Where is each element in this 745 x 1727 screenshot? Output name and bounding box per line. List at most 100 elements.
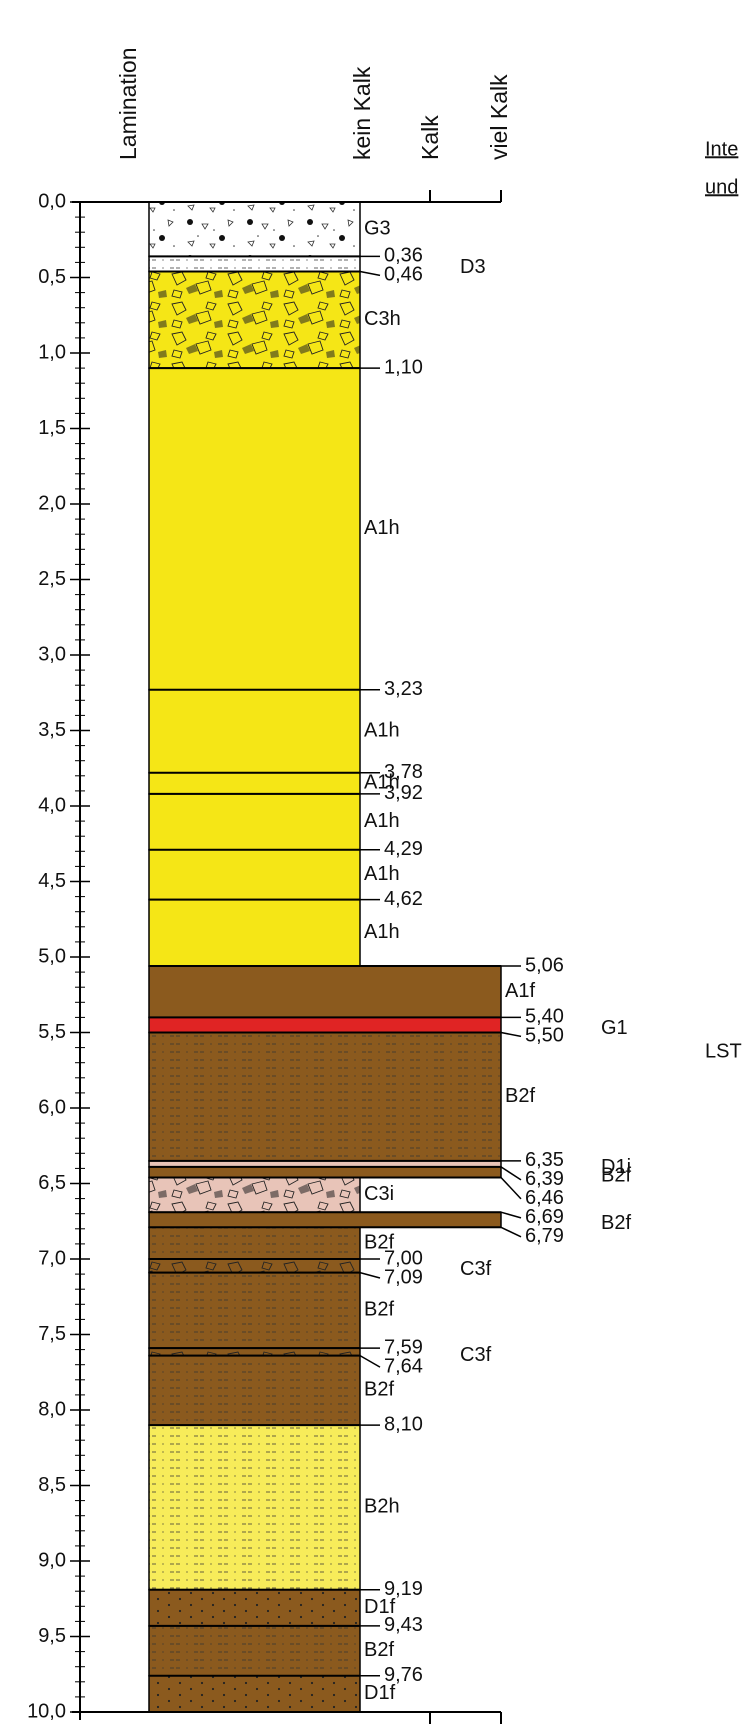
- layer-code: B2f: [601, 1164, 631, 1186]
- layer-code: D1f: [364, 1596, 396, 1618]
- layer-pattern: [149, 1675, 360, 1712]
- axes: Lamination kein Kalk Kalk viel Kalk 0,360,46…: [27, 47, 742, 1724]
- boundary-leader: [359, 1354, 381, 1368]
- layer-code: D1f: [364, 1682, 396, 1704]
- boundary-label: 6,79: [525, 1225, 564, 1247]
- boundary-label: 5,06: [525, 954, 564, 976]
- layer-code: C3f: [460, 1344, 492, 1366]
- column-header: Lamination: [115, 47, 141, 160]
- layers: G3D3C3hA1hA1hA1hA1hA1hA1hA1fG1B2fD1iB2fC…: [148, 201, 631, 1713]
- tick-label: 9,5: [38, 1625, 66, 1647]
- boundary-label: 5,40: [525, 1006, 564, 1028]
- boundary-label: 6,39: [525, 1168, 564, 1190]
- boundary-label: 3,78: [384, 761, 423, 783]
- boundary-leader: [359, 270, 381, 277]
- layer: [149, 1017, 501, 1033]
- tick-label: 5,0: [38, 945, 66, 967]
- layer: [149, 793, 360, 850]
- boundary-label: 4,29: [384, 838, 423, 860]
- layer: [149, 689, 360, 773]
- layer-pattern: [149, 1227, 360, 1259]
- layer: [149, 849, 360, 900]
- tick-label: 3,5: [38, 719, 66, 741]
- layer-code: G1: [601, 1017, 628, 1039]
- boundary-label: 3,92: [384, 782, 423, 804]
- layer-pattern: [149, 256, 360, 272]
- boundary-leader: [359, 1271, 381, 1279]
- boundary-leader: [500, 1226, 522, 1238]
- layer: [149, 899, 360, 967]
- tick-label: 4,0: [38, 794, 66, 816]
- layer-code: A1h: [364, 772, 400, 794]
- layer-pattern: [149, 1032, 501, 1161]
- layer: [149, 1166, 501, 1178]
- column-header: Kalk: [417, 115, 443, 160]
- layer-pattern: [149, 1425, 360, 1590]
- side-text: und: [705, 176, 738, 198]
- tick-label: 7,0: [38, 1247, 66, 1269]
- column-header: kein Kalk: [349, 66, 375, 160]
- layer-code: G3: [364, 217, 391, 239]
- layer-code: A1h: [364, 810, 400, 832]
- tick-label: 10,0: [27, 1700, 66, 1722]
- tick-label: 4,5: [38, 870, 66, 892]
- layer: [149, 966, 501, 1018]
- layer-code: B2f: [364, 1639, 394, 1661]
- tick-label: 1,0: [38, 341, 66, 363]
- boundary-label: 7,00: [384, 1247, 423, 1269]
- boundary-leader: [500, 1211, 522, 1219]
- tick-label: 9,0: [38, 1549, 66, 1571]
- layer-code: A1h: [364, 720, 400, 742]
- boundary-label: 9,19: [384, 1578, 423, 1600]
- tick-label: 2,5: [38, 568, 66, 590]
- boundary-label: 7,09: [384, 1266, 423, 1288]
- layer-pattern: [149, 1625, 360, 1676]
- layer-code: B2f: [364, 1231, 394, 1253]
- boundary-label: 4,62: [384, 888, 423, 910]
- boundary-label: 9,43: [384, 1614, 423, 1636]
- layer-code: D3: [460, 256, 486, 278]
- layer-code: A1h: [364, 921, 400, 943]
- boundary-label: 7,59: [384, 1336, 423, 1358]
- boundary-label: 1,10: [384, 356, 423, 378]
- layer-code: B2f: [601, 1212, 631, 1234]
- layer-code: B2f: [364, 1299, 394, 1321]
- tick-label: 2,0: [38, 492, 66, 514]
- tick-label: 3,0: [38, 643, 66, 665]
- layer-code: C3i: [364, 1183, 394, 1205]
- boundary-label: 6,69: [525, 1206, 564, 1228]
- layer-code: B2f: [505, 1085, 535, 1107]
- boundary-label: 0,46: [384, 264, 423, 286]
- tick-label: 8,0: [38, 1398, 66, 1420]
- layer-code: A1f: [505, 980, 535, 1002]
- layer-pattern: [149, 1177, 360, 1213]
- layer-code: D1i: [601, 1156, 631, 1178]
- layer: [149, 1212, 501, 1228]
- layer-code: C3h: [364, 308, 401, 330]
- layer-code: C3f: [460, 1258, 492, 1280]
- boundary-label: 5,50: [525, 1025, 564, 1047]
- tick-label: 8,5: [38, 1474, 66, 1496]
- boundary-label: 6,35: [525, 1149, 564, 1171]
- layer-pattern: [149, 202, 360, 257]
- layer: [149, 368, 360, 690]
- boundary-label: 3,23: [384, 678, 423, 700]
- layer-code: A1h: [364, 863, 400, 885]
- layer: [149, 1160, 501, 1167]
- boundary-label: 9,76: [384, 1664, 423, 1686]
- tick-label: 1,5: [38, 417, 66, 439]
- layer-code: B2h: [364, 1496, 400, 1518]
- boundary-label: 8,10: [384, 1413, 423, 1435]
- layer-pattern: [149, 271, 360, 369]
- side-text: LST: [705, 1040, 742, 1062]
- boundary-leader: [500, 1176, 522, 1200]
- layer-pattern: [149, 1259, 360, 1273]
- layer-pattern: [149, 1589, 360, 1626]
- layer-pattern: [149, 1355, 360, 1426]
- column-header: viel Kalk: [486, 74, 512, 160]
- boundary-label: 7,64: [384, 1355, 423, 1377]
- layer-pattern: [149, 1272, 360, 1349]
- tick-label: 6,0: [38, 1096, 66, 1118]
- boundary-label: 0,36: [384, 245, 423, 267]
